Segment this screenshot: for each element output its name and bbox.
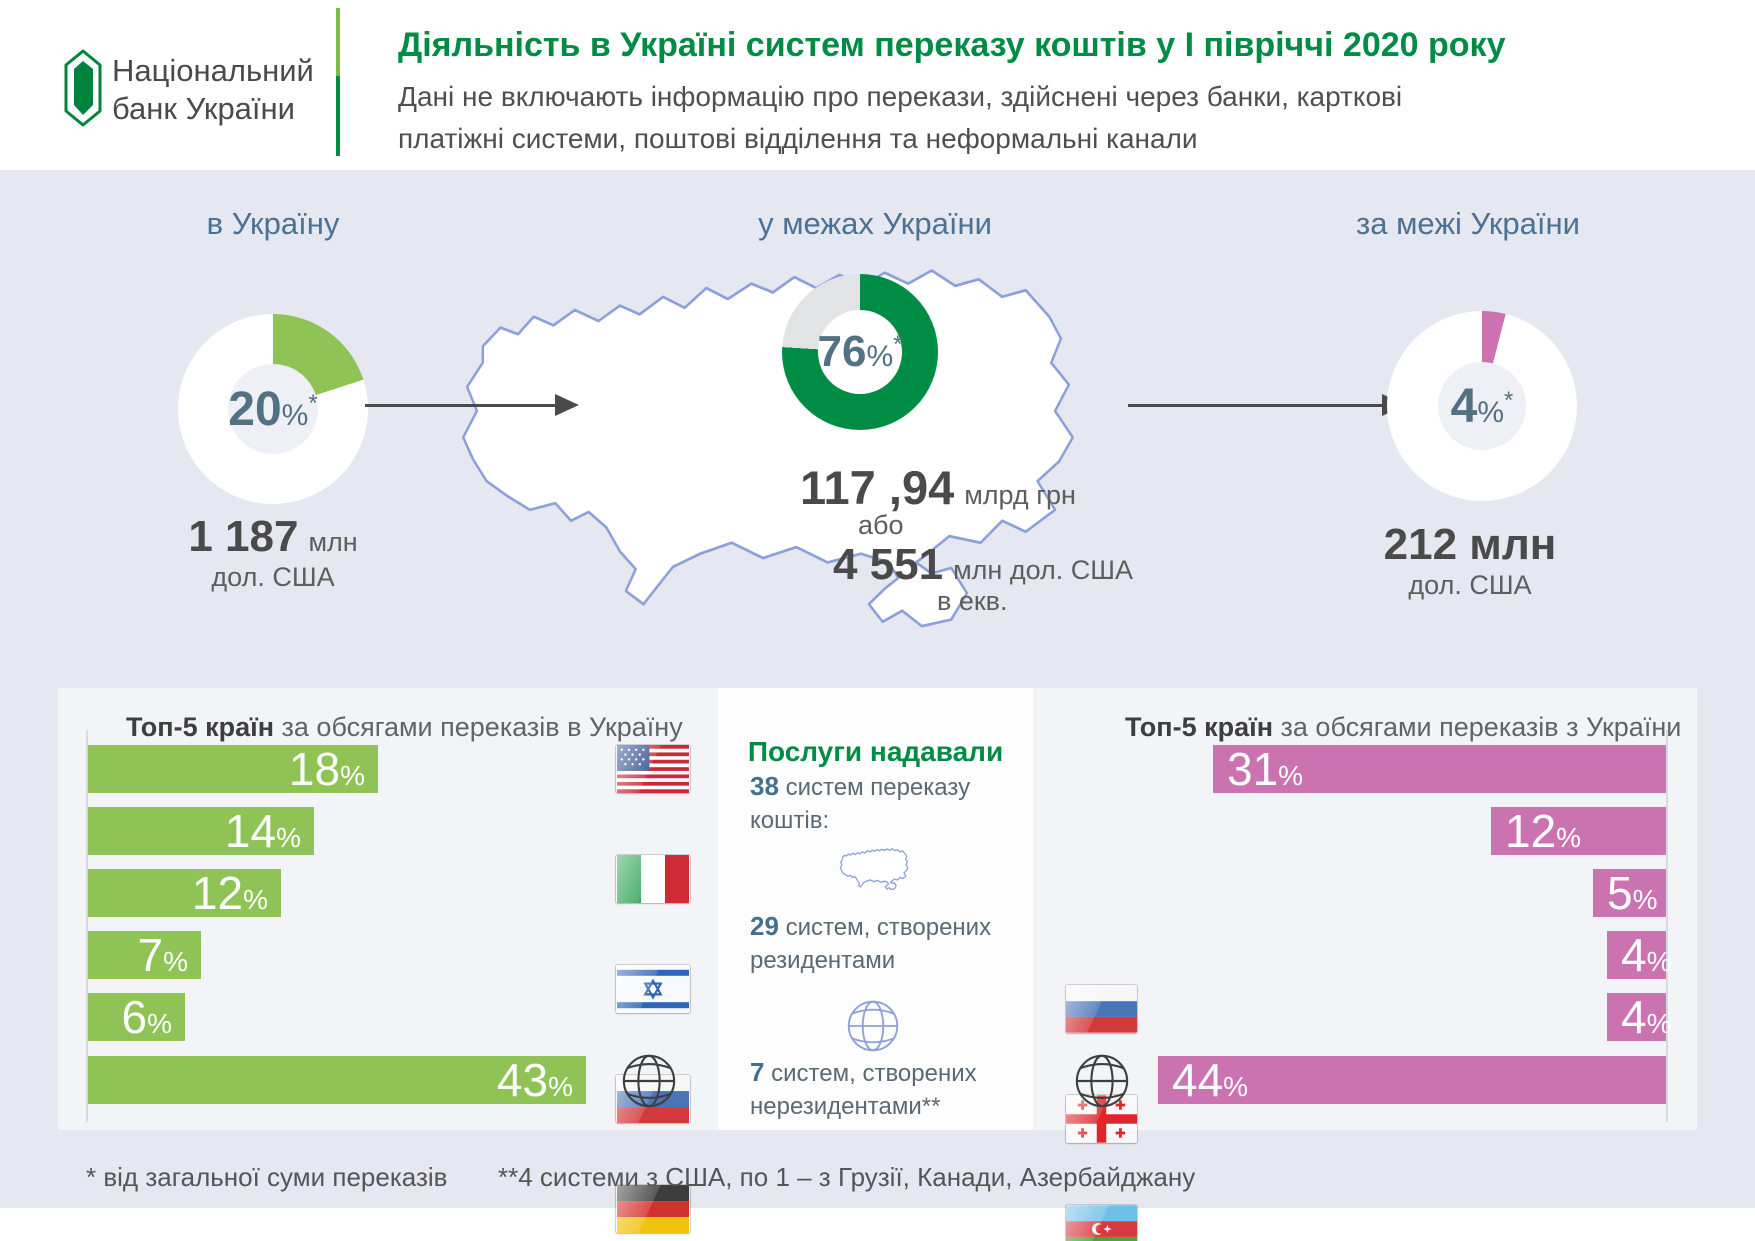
- azerbaijan-flag-icon: [1066, 1205, 1137, 1241]
- bank-name-line2: банк України: [112, 91, 295, 126]
- bar-israel: 12%: [88, 869, 281, 917]
- services-total: 38 систем переказу коштів:: [750, 771, 971, 834]
- nbu-logo-icon: [64, 49, 102, 127]
- bar-azerbaijan: 5%: [1593, 869, 1666, 917]
- page-subtitle-line1: Дані не включають інформацію про переказ…: [398, 81, 1403, 112]
- donut-outgoing-value: 4% *: [1450, 379, 1514, 433]
- flow-title-outgoing: за межі України: [1356, 206, 1580, 241]
- globe-icon: [1073, 1052, 1131, 1110]
- bar-russia-in: 7%: [88, 931, 201, 979]
- page-subtitle: Дані не включають інформацію про переказ…: [398, 76, 1402, 160]
- amount-domestic-conjunction: або: [858, 510, 904, 540]
- amount-incoming-unit: дол. США: [211, 562, 335, 592]
- amount-domestic-uah: 117 ,94 млрд грн: [800, 461, 1076, 514]
- georgia-flag-icon: [1066, 1095, 1137, 1143]
- header-divider: [336, 8, 340, 156]
- top5-in-heading: Топ-5 країн за обсягами переказів в Укра…: [126, 712, 683, 742]
- bar-italy: 14%: [88, 807, 314, 855]
- donut-domestic: 76% *: [782, 274, 938, 430]
- donut-outgoing-percent: 4: [1450, 379, 1478, 433]
- left-chart-axis: [86, 730, 88, 1122]
- top5-out-heading: Топ-5 країн за обсягами переказів з Укра…: [1125, 712, 1682, 742]
- bar-others-out: 44%: [1158, 1056, 1666, 1104]
- bank-name: Національний банк України: [112, 52, 314, 128]
- panel-services: [718, 688, 1033, 1130]
- amount-incoming: 1 187 млн дол. США: [123, 512, 423, 593]
- italy-flag-icon: [616, 855, 690, 903]
- arrow-incoming-head-icon: [555, 394, 579, 416]
- israel-flag-icon: [616, 965, 690, 1013]
- amount-domestic-usd: 4 551 млн дол. США: [833, 540, 1134, 589]
- amount-outgoing: 212 млн дол. США: [1320, 520, 1620, 601]
- germany-flag-icon: [616, 1185, 690, 1233]
- page-subtitle-line2: платіжні системи, поштові відділення та …: [398, 123, 1198, 154]
- bar-turkey: 4%: [1607, 931, 1672, 979]
- amount-outgoing-unit: дол. США: [1408, 570, 1532, 600]
- ukraine-map-small-icon: [839, 848, 909, 891]
- page-title: Діяльність в Україні систем переказу кош…: [398, 26, 1506, 64]
- donut-domestic-percent: 76: [817, 327, 867, 376]
- amount-outgoing-value: 212 млн: [1383, 520, 1557, 569]
- bank-name-line1: Національний: [112, 53, 314, 88]
- services-resident: 29 систем, створених резидентами: [750, 911, 992, 974]
- amount-incoming-value: 1 187: [188, 512, 299, 561]
- russia-flag-icon: [616, 1075, 690, 1123]
- bar-usa: 18%: [88, 745, 378, 793]
- bar-russia-out: 31%: [1213, 745, 1666, 793]
- footnote-2: **4 системи з США, по 1 – з Грузії, Кана…: [498, 1162, 1196, 1192]
- services-title: Послуги надавали: [747, 736, 1004, 767]
- bar-others-in: 43%: [88, 1056, 586, 1104]
- bar-germany: 6%: [88, 993, 185, 1041]
- globe-blue-icon: [845, 998, 901, 1054]
- globe-icon: [620, 1052, 678, 1110]
- russia-flag-icon: [1066, 985, 1137, 1033]
- flow-title-domestic: у межах України: [758, 206, 992, 241]
- bar-poland: 4%: [1607, 993, 1672, 1041]
- usa-flag-icon: [616, 745, 690, 793]
- donut-domestic-value: 76% *: [817, 327, 903, 376]
- services-nonresident: 7 систем, створених нерезидентами**: [750, 1057, 977, 1120]
- donut-incoming-value: 20% *: [228, 382, 318, 436]
- donut-outgoing: 4% *: [1387, 311, 1577, 501]
- donut-incoming-percent: 20: [228, 382, 282, 436]
- footnote-1: * від загальної суми переказів: [86, 1162, 448, 1192]
- right-chart-axis: [1666, 730, 1668, 1122]
- ukraine-map: [461, 269, 1074, 628]
- arrow-outgoing-line: [1128, 404, 1384, 407]
- bar-georgia: 12%: [1491, 807, 1666, 855]
- arrow-incoming-line: [365, 404, 557, 407]
- amount-domestic-usd-note: в екв.: [937, 586, 1008, 616]
- donut-incoming: 20% *: [178, 314, 368, 504]
- flow-title-incoming: в Україну: [206, 206, 340, 241]
